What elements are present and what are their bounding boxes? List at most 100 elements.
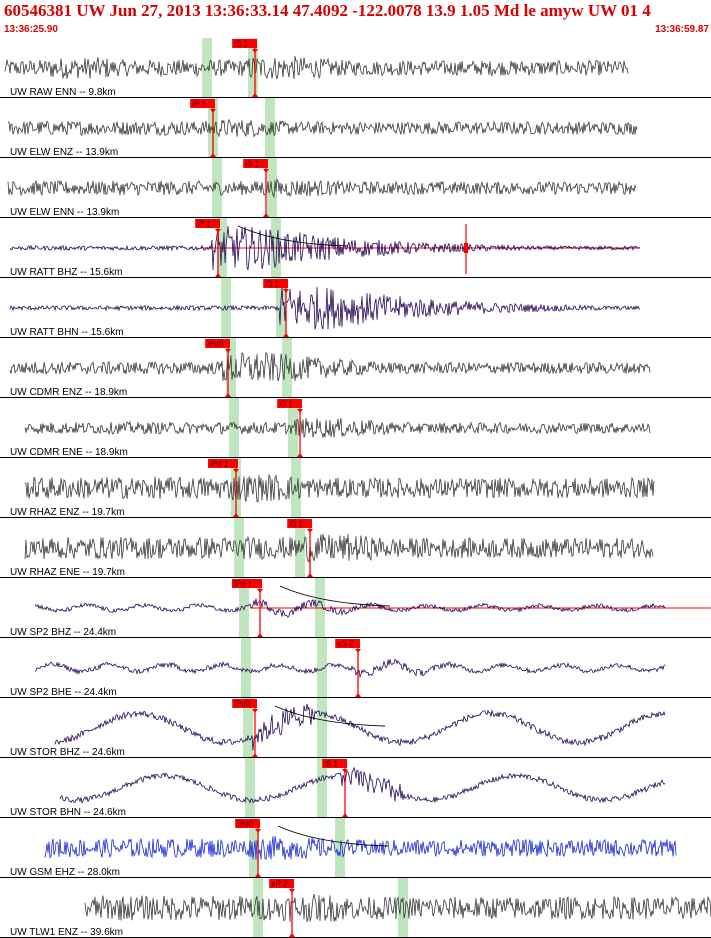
pick-triangle-bottom <box>252 93 258 97</box>
pick-label: iPd0 <box>207 340 224 349</box>
channel-label: UW STOR BHN -- 24.6km <box>10 807 126 818</box>
p-pick-band <box>229 398 239 458</box>
pick-triangle-bottom <box>263 213 269 217</box>
p-pick-band <box>226 338 236 398</box>
pick-triangle-top <box>215 229 221 233</box>
pick-triangle-bottom <box>307 573 313 577</box>
pick-label: iS 1 <box>279 400 293 409</box>
pick-triangle-top <box>289 889 295 893</box>
channel-label: UW STOR BHZ -- 24.6km <box>10 747 125 758</box>
waveform <box>59 766 666 804</box>
pick-flag[interactable] <box>190 99 215 108</box>
channel-row[interactable]: iPd0 UW STOR BHZ -- 24.6km <box>0 699 711 758</box>
pick-label: iPd0 <box>237 820 254 829</box>
event-title: 60546381 UW Jun 27, 2013 13:36:33.14 47.… <box>4 1 651 20</box>
p-pick-band <box>221 278 231 338</box>
p-pick-band <box>245 758 255 818</box>
channel-row[interactable]: eP 2 UW TLW1 ENZ -- 39.6km <box>0 879 711 938</box>
channel-row[interactable]: iS 1 UW STOR BHN -- 24.6km <box>0 759 711 818</box>
pick-flag[interactable] <box>322 759 347 768</box>
s-pick-band <box>248 38 258 98</box>
p-pick-band <box>212 158 222 218</box>
coda-curve <box>277 825 389 847</box>
pick-triangle-top <box>210 109 216 113</box>
waveform <box>7 177 637 199</box>
p-pick-band <box>241 638 251 698</box>
pick-triangle-top <box>263 169 269 173</box>
pick-triangle-top <box>252 49 258 53</box>
event-header: 60546381 UW Jun 27, 2013 13:36:33.14 47.… <box>0 0 711 38</box>
waveform <box>44 836 677 861</box>
channel-label: UW SP2 BHE -- 24.4km <box>10 687 117 698</box>
channel-row[interactable]: iP 1 UW RATT BHZ -- 15.6km <box>0 219 711 278</box>
pick-label: iPd 1 <box>210 460 229 469</box>
channel-label: UW RHAZ ENE -- 19.7km <box>10 567 125 578</box>
s-pick-band <box>317 758 327 818</box>
pick-label: iS 1 <box>265 280 279 289</box>
pick-flag[interactable] <box>232 699 257 708</box>
seismogram-panel[interactable]: iS 1 UW RAW ENN -- 9.8km iP 1 UW ELW ENZ --… <box>0 38 711 938</box>
channel-row[interactable]: iPd 1 UW SP2 BHZ -- 24.4km <box>0 579 711 638</box>
pick-flag[interactable] <box>243 159 268 168</box>
coda-curve <box>279 585 391 607</box>
s-pick-band <box>291 458 301 518</box>
pick-flag[interactable] <box>335 639 360 648</box>
waveform <box>9 226 641 271</box>
waveform <box>34 658 666 679</box>
pick-flag[interactable] <box>269 879 294 888</box>
pick-flag[interactable] <box>263 279 288 288</box>
waveform <box>84 894 711 923</box>
end-time: 13:36:59.87 <box>655 24 709 35</box>
pick-flag[interactable] <box>287 519 312 528</box>
s-pick-band <box>288 398 298 458</box>
pick-triangle-bottom <box>289 933 295 937</box>
s-pick-band <box>265 98 275 158</box>
channel-row[interactable]: iPd0 UW GSM EHZ -- 28.0km <box>0 819 711 878</box>
amplitude-marker <box>464 243 468 253</box>
trace-rows: iS 1 UW RAW ENN -- 9.8km iP 1 UW ELW ENZ --… <box>0 39 711 938</box>
p-pick-band <box>243 698 253 758</box>
pick-triangle-bottom <box>233 513 239 517</box>
channel-row[interactable]: iS 1 UW RATT BHN -- 15.6km <box>0 279 711 338</box>
pick-triangle-top <box>297 409 303 413</box>
channel-row[interactable]: iS 1 UW RAW ENN -- 9.8km <box>0 39 711 98</box>
waveform <box>34 598 666 619</box>
pick-triangle-bottom <box>252 753 258 757</box>
s-pick-band <box>398 878 408 938</box>
channel-row[interactable]: iP 1 UW ELW ENZ -- 13.9km <box>0 99 711 158</box>
pick-triangle-bottom <box>355 693 361 697</box>
pick-flag[interactable] <box>195 219 220 228</box>
channel-label: UW CDMR ENE -- 18.9km <box>10 447 128 458</box>
channel-row[interactable]: iPd0 UW CDMR ENZ -- 18.9km <box>0 339 711 398</box>
channel-label: UW CDMR ENZ -- 18.9km <box>10 387 127 398</box>
pick-label: iPd 1 <box>234 580 253 589</box>
pick-label: iP 1 <box>197 220 211 229</box>
pick-triangle-top <box>257 589 263 593</box>
pick-flag[interactable] <box>235 819 260 828</box>
channel-row[interactable]: eS 2 UW SP2 BHE -- 24.4km <box>0 639 711 698</box>
start-time: 13:36:25.90 <box>4 24 58 35</box>
pick-triangle-bottom <box>215 273 221 277</box>
waveform <box>24 418 651 439</box>
pick-triangle-top <box>252 709 258 713</box>
pick-triangle-bottom <box>283 333 289 337</box>
pick-label: iS 1 <box>234 40 248 49</box>
pick-flag[interactable] <box>232 39 257 48</box>
channel-row[interactable]: iPd 1 UW RHAZ ENZ -- 19.7km <box>0 459 711 518</box>
pick-flag[interactable] <box>208 459 238 468</box>
pick-triangle-bottom <box>257 633 263 637</box>
channel-row[interactable]: iS 1 UW ELW ENN -- 13.9km <box>0 159 711 218</box>
coda-curve <box>237 225 349 247</box>
pick-label: iPd0 <box>234 700 251 709</box>
waveform <box>24 533 654 563</box>
pick-flag[interactable] <box>232 579 262 588</box>
waveform <box>24 473 655 503</box>
pick-label: eS 2 <box>337 640 354 649</box>
pick-flag[interactable] <box>277 399 302 408</box>
channel-row[interactable]: iS 1 UW RHAZ ENE -- 19.7km <box>0 519 711 578</box>
pick-label: iP 1 <box>192 100 206 109</box>
pick-flag[interactable] <box>205 339 230 348</box>
pick-triangle-bottom <box>342 813 348 817</box>
channel-row[interactable]: iS 1 UW CDMR ENE -- 18.9km <box>0 399 711 458</box>
pick-label: iS 1 <box>245 160 259 169</box>
